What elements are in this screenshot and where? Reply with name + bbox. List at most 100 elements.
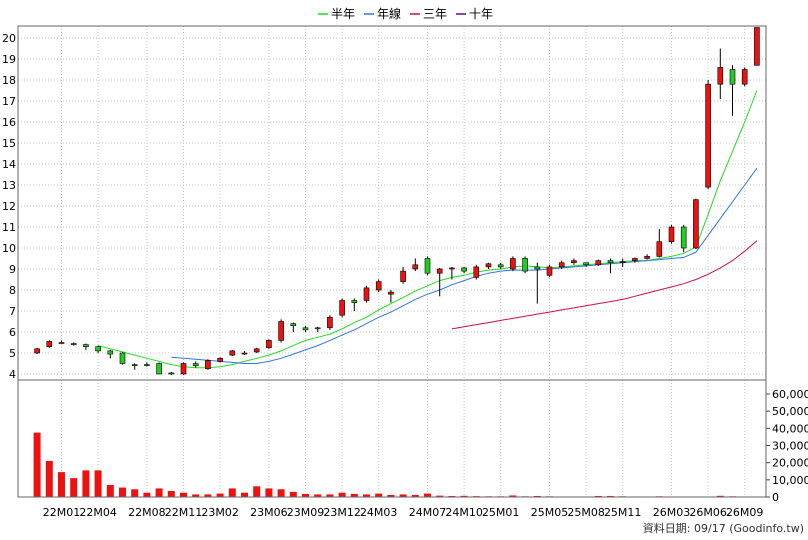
volume-bar [375, 493, 383, 497]
volume-bar [399, 494, 407, 497]
price-tick-label: 19 [2, 53, 16, 66]
volume-bar [448, 495, 456, 497]
x-tick-label: 25M05 [531, 506, 569, 519]
volume-tick-label: 30,000 [772, 440, 808, 453]
candle-body [339, 300, 345, 316]
candle-body [70, 343, 77, 345]
volume-bar [45, 460, 53, 497]
x-tick-label: 24M03 [360, 506, 398, 519]
candle-body [314, 327, 321, 330]
volume-bar [302, 493, 309, 497]
x-tick-label: 22M11 [165, 506, 203, 519]
price-tick-label: 12 [2, 200, 16, 213]
volume-tick-label: 60,000 [772, 388, 808, 401]
price-tick-label: 10 [2, 242, 16, 255]
price-tick-label: 11 [2, 221, 16, 234]
price-tick-label: 16 [2, 116, 16, 129]
volume-bar [533, 495, 541, 497]
price-tick-label: 13 [2, 179, 16, 192]
price-tick-label: 18 [2, 74, 16, 87]
x-tick-label: 26M03 [653, 506, 691, 519]
candle-body [375, 281, 382, 291]
candle-body [34, 348, 40, 354]
price-axis: 4 5 6 7 8 9 10 11 12 13 14 15 16 17 18 19 20 [2, 32, 16, 381]
volume-bar [241, 492, 248, 497]
volume-panel-border [17, 379, 767, 498]
candle-body [400, 270, 406, 282]
price-tick-label: 15 [2, 137, 16, 150]
candle-body [205, 360, 211, 370]
price-tick-label: 5 [9, 347, 16, 360]
candle-body [717, 67, 724, 85]
candle-body [253, 348, 260, 353]
x-axis: 22M01 22M04 22M08 22M11 23M02 23M06 23M09 23M12… [43, 506, 764, 519]
candle-body [229, 350, 236, 356]
candle-body [58, 342, 65, 344]
candle-body [461, 267, 467, 272]
candle-body [632, 258, 638, 261]
x-tick-label: 26M09 [726, 506, 764, 519]
legend-label: 年線 [377, 6, 401, 21]
price-tick-label: 6 [9, 326, 16, 339]
volume-bar [119, 487, 126, 497]
ma-line-ma_year [171, 167, 758, 364]
x-tick-label: 25M08 [567, 506, 605, 519]
volume-bar [411, 494, 419, 497]
candle-body [424, 258, 431, 274]
volume-bars [33, 432, 761, 497]
candle-body [741, 69, 748, 85]
volume-axis: 0 10,000 20,000 30,000 40,000 50,000 60,000 [766, 388, 808, 504]
candle-body [497, 264, 504, 268]
candle-body [485, 263, 492, 268]
candle-body [302, 327, 309, 331]
candle-body [266, 340, 272, 349]
x-tick-label: 22M04 [79, 506, 117, 519]
x-tick-label: 24M07 [409, 506, 447, 519]
volume-bar [192, 494, 200, 497]
x-tick-label: 23M06 [250, 506, 288, 519]
candle-body [192, 363, 199, 366]
volume-bar [180, 492, 187, 497]
candle-body [327, 316, 333, 329]
volume-bar [326, 494, 334, 497]
legend-label: 半年 [331, 7, 355, 21]
candle-body [571, 260, 577, 264]
volume-bar [143, 492, 151, 497]
candle-body [388, 291, 394, 295]
candle-body [522, 258, 528, 272]
volume-bar [204, 494, 212, 497]
price-tick-label: 9 [9, 263, 16, 276]
candle-body [119, 352, 126, 364]
candle-body [107, 350, 114, 355]
volume-bar [424, 493, 431, 497]
x-tick-label: 22M01 [43, 506, 81, 519]
volume-tick-label: 40,000 [772, 422, 808, 435]
price-tick-label: 14 [2, 158, 16, 171]
candle-body [217, 357, 223, 362]
candle-body [644, 256, 650, 259]
volume-bar [94, 470, 102, 497]
candle-body [363, 287, 370, 301]
x-tick-label: 25M01 [482, 506, 520, 519]
candle-body [131, 364, 138, 366]
volume-bar [350, 493, 358, 497]
legend-label: 十年 [469, 7, 493, 21]
volume-bar [716, 495, 724, 497]
x-tick-label: 26M06 [689, 506, 727, 519]
candles [34, 27, 760, 376]
price-tick-label: 17 [2, 95, 16, 108]
volume-tick-label: 50,000 [772, 405, 808, 418]
x-tick-label: 25M11 [604, 506, 642, 519]
volume-bar [265, 488, 273, 497]
volume-bar [509, 495, 517, 497]
legend-label: 三年 [423, 7, 447, 21]
candle-body [168, 372, 175, 375]
candle-body [656, 241, 663, 257]
candle-body [534, 266, 541, 270]
candle-body [705, 83, 711, 188]
candle-body [46, 341, 53, 348]
candle-body [546, 266, 553, 276]
ma-line-ma_3y [451, 240, 758, 330]
volume-tick-label: 0 [772, 491, 779, 504]
volume-bar [155, 488, 163, 497]
